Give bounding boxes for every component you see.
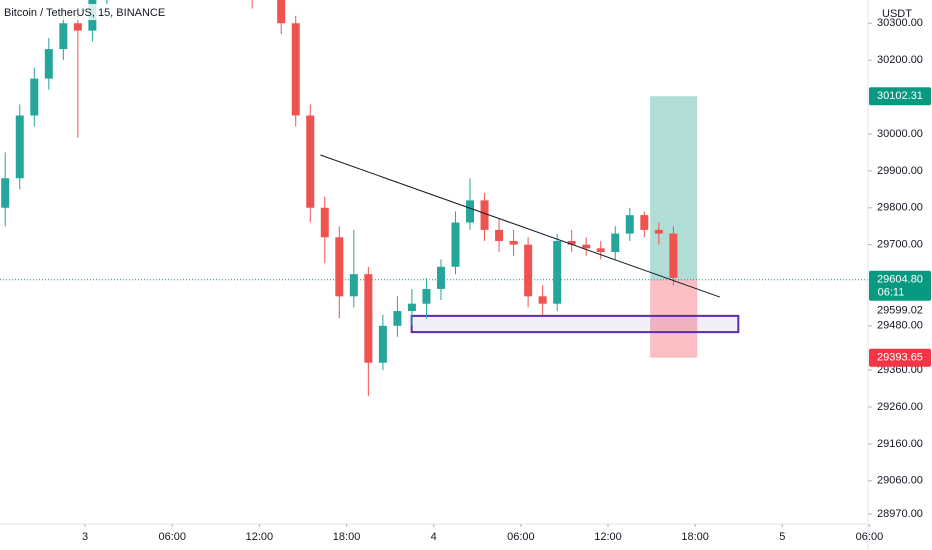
y-tick-label: 29700.00 [877, 239, 923, 251]
candle-body [509, 240, 518, 245]
candle-body [553, 240, 562, 304]
x-tick-label: 18:00 [333, 531, 361, 543]
trend-line [320, 154, 721, 298]
candle-body [480, 200, 489, 230]
candle-body [582, 244, 591, 249]
stop-badge-label: 29393.65 [877, 352, 923, 364]
last-price-label: 29604.80 [877, 274, 923, 286]
candle-body [669, 233, 678, 278]
target-badge-label: 30102.31 [877, 90, 923, 102]
candle-body [611, 233, 620, 253]
y-tick-label: 29060.00 [877, 475, 923, 487]
candle-body [30, 78, 39, 116]
x-tick-label: 06:00 [856, 531, 884, 543]
y-tick-label: 30000.00 [877, 128, 923, 140]
candle-body [277, 0, 286, 24]
candle-body [349, 274, 358, 297]
candle-body [15, 115, 24, 179]
x-tick-label: 4 [431, 531, 437, 543]
candle-body [407, 303, 416, 312]
x-tick-label: 12:00 [594, 531, 622, 543]
candle-body [422, 288, 431, 304]
y-tick-label: 30300.00 [877, 17, 923, 29]
x-tick-label: 12:00 [246, 531, 274, 543]
y-tick-label: 28970.00 [877, 508, 923, 520]
candle-body [524, 244, 533, 297]
candle-body [567, 240, 576, 245]
stop-badge [869, 348, 931, 367]
candle-body [320, 207, 329, 238]
candle-body [538, 296, 547, 304]
countdown-label: 06:11 [878, 287, 905, 299]
candle-body [44, 49, 53, 79]
candle-body [393, 311, 402, 326]
candle-body [73, 23, 82, 31]
target-badge [869, 87, 931, 106]
candle-body [625, 215, 634, 234]
secondary-price-bg [869, 301, 931, 318]
candle-body [466, 200, 475, 223]
plot-area [0, 0, 868, 396]
candle-body [378, 325, 387, 363]
candle-body [451, 222, 460, 267]
candle-body [306, 115, 315, 208]
support-zone [410, 314, 740, 334]
x-tick-label: 06:00 [158, 531, 186, 543]
y-tick-label: 29260.00 [877, 401, 923, 413]
y-tick-label: 29900.00 [877, 165, 923, 177]
candle-body [364, 274, 373, 363]
x-tick-label: 3 [82, 531, 88, 543]
candle-body [654, 229, 663, 234]
title-bg [0, 4, 145, 20]
candle-body [436, 266, 445, 289]
candle-body [335, 237, 344, 297]
candle-body [495, 229, 504, 241]
loss-zone [650, 279, 698, 358]
x-tick-label: 06:00 [507, 531, 535, 543]
y-tick-label: 29360.00 [877, 364, 923, 376]
secondary-price-label: 29599.02 [877, 305, 923, 317]
x-tick-label: 5 [779, 531, 785, 543]
x-tick-label: 18:00 [681, 531, 709, 543]
candle-body [596, 248, 605, 253]
candle-body [291, 23, 300, 116]
chart-title: Bitcoin / TetherUS, 15, BINANCE [4, 7, 165, 19]
y-tick-label: 30200.00 [877, 54, 923, 66]
candle-body [640, 215, 649, 230]
y-tick-label: 29480.00 [877, 320, 923, 332]
last-price-badge [869, 270, 931, 301]
axis-unit: USDT [882, 8, 912, 20]
y-tick-label: 29800.00 [877, 202, 923, 214]
y-tick-label: 29160.00 [877, 438, 923, 450]
candle-body [1, 178, 10, 208]
candle-body [59, 23, 68, 50]
